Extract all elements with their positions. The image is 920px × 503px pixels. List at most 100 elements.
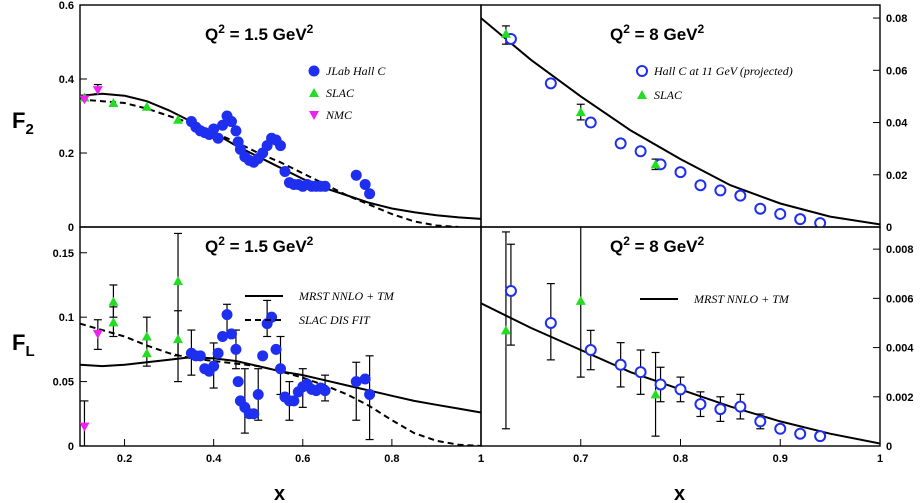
plot-area <box>481 227 880 445</box>
point-nmc <box>80 95 90 105</box>
point-hall-c-at-11-gev-projected- <box>504 284 517 297</box>
point-hall-c-at-11-gev-projected- <box>794 213 807 226</box>
legend-label: SLAC <box>326 86 355 100</box>
x-tick-label: 0.8 <box>673 453 688 465</box>
x-tick-label: 0.7 <box>573 453 588 465</box>
title-sup: 2 <box>307 234 314 248</box>
point-nmc <box>92 86 103 96</box>
legend-label: SLAC DIS FIT <box>299 313 371 327</box>
title-sup: 2 <box>623 22 630 36</box>
legend-marker <box>308 65 320 77</box>
y-tick-label: 0.02 <box>886 170 907 182</box>
x-tick-label: 1 <box>478 453 484 465</box>
point-slac <box>108 296 119 306</box>
point-hall-c-at-11-gev-projected- <box>714 403 727 416</box>
y-tick-label: 0.08 <box>886 13 907 25</box>
point-jlab-hall-c <box>252 388 264 400</box>
point-hall-c-at-11-gev-projected- <box>584 116 597 129</box>
plot-area <box>80 232 481 446</box>
point-jlab-hall-c <box>221 309 233 321</box>
panel-title: Q2 = 1.5 GeV2 <box>205 234 314 256</box>
point-jlab-hall-c <box>248 408 260 420</box>
point-slac <box>141 331 152 341</box>
point-slac <box>575 107 586 117</box>
legend-label: NMC <box>325 108 353 122</box>
title-sup: 2 <box>218 22 225 36</box>
title-part: = 8 GeV <box>630 237 698 256</box>
y-label-top: F2 <box>12 108 34 138</box>
point-slac <box>173 276 184 286</box>
plot-area <box>481 17 880 227</box>
point-slac <box>500 28 511 38</box>
title-part: = 8 GeV <box>630 25 698 44</box>
panel-frame <box>480 226 881 447</box>
title-part: Q <box>205 25 218 44</box>
y-tick-label: 0.4 <box>59 74 75 86</box>
title-part: Q <box>205 237 218 256</box>
panel-title: Q2 = 1.5 GeV2 <box>205 22 314 44</box>
point-hall-c-at-11-gev-projected- <box>654 378 667 391</box>
title-part: Q <box>610 25 623 44</box>
title-sup: 2 <box>623 234 630 248</box>
title-sup: 2 <box>698 22 705 36</box>
point-slac <box>173 334 184 344</box>
point-hall-c-at-11-gev-projected- <box>674 166 687 179</box>
point-slac <box>575 295 586 305</box>
point-jlab-hall-c <box>212 132 224 144</box>
point-hall-c-at-11-gev-projected- <box>614 358 627 371</box>
x-tick-label: 0.6 <box>295 453 310 465</box>
y-tick-label: 0.2 <box>59 148 74 160</box>
point-hall-c-at-11-gev-projected- <box>584 344 597 357</box>
curve-slac-dis-fit <box>80 98 459 227</box>
legend-label: MRST NNLO + TM <box>693 292 790 306</box>
point-hall-c-at-11-gev-projected- <box>734 189 747 202</box>
y-tick-label: 0.004 <box>886 343 914 355</box>
point-jlab-hall-c <box>350 169 362 181</box>
legend-marker <box>309 88 319 97</box>
point-hall-c-at-11-gev-projected- <box>734 400 747 413</box>
curve-mrst-nnlo-tm <box>80 92 481 220</box>
title-part: Q <box>610 237 623 256</box>
point-hall-c-at-11-gev-projected- <box>694 179 707 192</box>
point-hall-c-at-11-gev-projected- <box>614 137 627 150</box>
point-jlab-hall-c <box>275 140 286 152</box>
title-sup: 2 <box>218 234 225 248</box>
point-slac <box>141 348 152 358</box>
legend-label: JLab Hall C <box>326 64 386 78</box>
point-hall-c-at-11-gev-projected- <box>774 207 787 220</box>
panel-title: Q2 = 8 GeV2 <box>610 22 705 44</box>
point-hall-c-at-11-gev-projected- <box>774 422 787 435</box>
plot-area <box>80 83 481 227</box>
y-tick-label: 0.006 <box>886 293 914 305</box>
point-hall-c-at-11-gev-projected- <box>674 383 687 396</box>
point-jlab-hall-c <box>279 166 291 177</box>
point-slac <box>650 389 661 399</box>
point-hall-c-at-11-gev-projected- <box>544 77 557 90</box>
point-jlab-hall-c <box>364 188 376 200</box>
y-tick-label: 0 <box>68 222 74 234</box>
point-jlab-hall-c <box>232 376 244 388</box>
point-hall-c-at-11-gev-projected- <box>814 217 827 227</box>
title-part: = 1.5 GeV <box>225 25 307 44</box>
point-jlab-hall-c <box>364 388 376 400</box>
y-tick-label: 0 <box>68 441 74 453</box>
y-tick-label: 0.15 <box>53 248 74 260</box>
legend-label: SLAC <box>654 88 683 102</box>
point-hall-c-at-11-gev-projected- <box>814 430 827 443</box>
y-label-bottom: FL <box>12 330 35 360</box>
point-hall-c-at-11-gev-projected- <box>634 366 647 379</box>
point-jlab-hall-c <box>359 373 371 385</box>
panel-bottom-left: 00.050.10.150.2 0.4 0.6 0.8 1Q2 = 1.5 GeV2MR… <box>53 226 484 465</box>
x-tick-label: 1 <box>478 453 484 465</box>
point-slac <box>500 325 511 335</box>
point-jlab-hall-c <box>225 116 237 128</box>
y-tick-label: 0 <box>886 441 892 453</box>
point-jlab-hall-c <box>257 350 269 362</box>
point-jlab-hall-c <box>225 328 237 340</box>
point-hall-c-at-11-gev-projected- <box>544 316 557 329</box>
point-jlab-hall-c <box>319 385 331 397</box>
x-tick-label: 0.9 <box>773 453 788 465</box>
